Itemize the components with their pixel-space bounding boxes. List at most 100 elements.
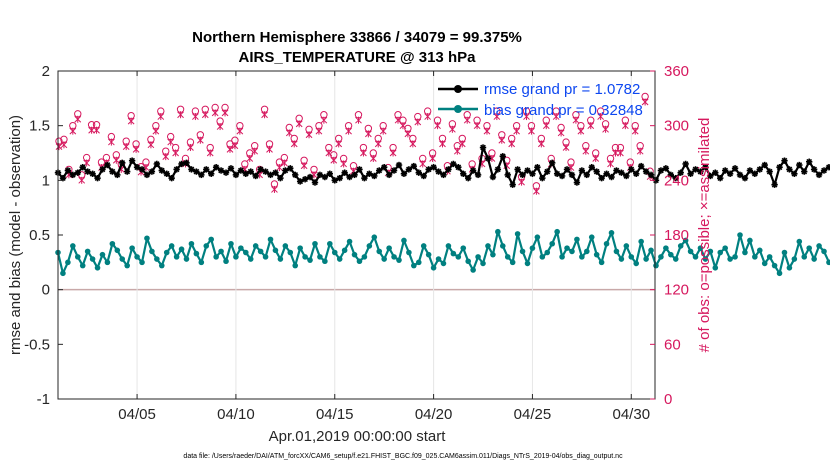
obs-assimilated-marker bbox=[127, 117, 135, 125]
rmse-point bbox=[336, 174, 343, 182]
rmse-point bbox=[613, 167, 620, 174]
rmse-point-stroke bbox=[776, 164, 783, 171]
rmse-point bbox=[133, 164, 141, 171]
obs-assimilated-marker bbox=[631, 127, 639, 135]
rmse-point-stroke bbox=[183, 159, 190, 166]
rmse-point bbox=[277, 174, 284, 182]
rmse-point-stroke bbox=[781, 157, 788, 164]
rmse-point-stroke bbox=[361, 175, 368, 182]
bias-point bbox=[638, 238, 644, 245]
rmse-point bbox=[499, 153, 506, 160]
rmse-point-stroke bbox=[460, 170, 467, 177]
obs-assimilated-marker bbox=[78, 176, 86, 184]
y-axis-label: rmse and bias (model - observation) bbox=[7, 115, 24, 355]
rmse-point-stroke bbox=[490, 174, 496, 180]
rmse-point bbox=[761, 161, 768, 169]
y-axis-label-right: # of obs: o=possible; ×=assimilated bbox=[696, 118, 713, 353]
rmse-point bbox=[247, 168, 254, 175]
rmse-point bbox=[623, 172, 630, 180]
rmse-point bbox=[301, 176, 309, 183]
obs-assimilated-marker bbox=[231, 142, 239, 150]
rmse-point-stroke bbox=[598, 175, 605, 182]
bias-point bbox=[366, 243, 373, 249]
rmse-point-stroke bbox=[356, 166, 363, 173]
obs-assimilated-marker bbox=[271, 185, 278, 193]
x-axis-label: Apr.01,2019 00:00:00 start bbox=[269, 428, 447, 445]
bias-point bbox=[247, 256, 254, 262]
bias-point bbox=[420, 243, 427, 249]
rmse-point-stroke bbox=[578, 167, 585, 174]
bias-point bbox=[519, 248, 526, 255]
rmse-point bbox=[598, 174, 605, 182]
obs-assimilated-marker bbox=[196, 136, 204, 144]
rmse-point-stroke bbox=[633, 170, 640, 177]
obs-assimilated-marker bbox=[602, 125, 609, 133]
bias-point bbox=[801, 254, 808, 260]
rmse-point bbox=[687, 170, 694, 177]
rmse-point bbox=[805, 158, 813, 165]
bias-point bbox=[593, 251, 600, 258]
rmse-point-stroke bbox=[292, 172, 299, 178]
bias-point bbox=[776, 270, 783, 277]
obs-assimilated-marker bbox=[177, 111, 184, 119]
bias-point bbox=[781, 249, 788, 256]
rmse-point bbox=[292, 171, 299, 179]
y-tick-label: -0.5 bbox=[24, 336, 50, 353]
bias-point bbox=[598, 259, 605, 266]
rmse-point-stroke bbox=[529, 170, 536, 177]
rmse-point bbox=[400, 170, 408, 177]
rmse-point bbox=[64, 167, 72, 174]
bias-point bbox=[668, 251, 674, 258]
obs-assimilated-marker bbox=[369, 154, 377, 162]
rmse-point-stroke bbox=[252, 173, 259, 179]
rmse-point bbox=[608, 173, 615, 181]
bias-point bbox=[70, 243, 76, 249]
bias-point bbox=[707, 248, 714, 255]
obs-assimilated-marker bbox=[55, 143, 63, 151]
rmse-point-stroke bbox=[435, 168, 442, 175]
obs-assimilated-marker bbox=[439, 140, 446, 148]
rmse-point-stroke bbox=[381, 164, 388, 171]
rmse-point-stroke bbox=[504, 172, 511, 178]
rmse-point bbox=[484, 155, 492, 162]
rmse-point bbox=[524, 167, 531, 174]
bias-point bbox=[816, 243, 822, 249]
bias-point bbox=[223, 258, 229, 265]
bias-point bbox=[252, 243, 259, 249]
rmse-point-stroke bbox=[766, 168, 773, 175]
obs-assimilated-marker bbox=[458, 140, 466, 148]
obs-assimilated-marker bbox=[320, 116, 328, 124]
rmse-point bbox=[232, 171, 240, 179]
rmse-point bbox=[751, 170, 759, 177]
obs-assimilated-marker bbox=[132, 145, 140, 153]
rmse-point-stroke bbox=[89, 170, 96, 177]
rmse-point-stroke bbox=[806, 158, 813, 165]
bias-point bbox=[534, 234, 541, 240]
rmse-point bbox=[74, 169, 81, 176]
rmse-point bbox=[79, 164, 86, 171]
rmse-point-stroke bbox=[237, 167, 244, 174]
rmse-point bbox=[114, 171, 121, 179]
rmse-point bbox=[59, 174, 67, 182]
rmse-point-stroke bbox=[396, 162, 402, 168]
rmse-point bbox=[415, 169, 422, 176]
bias-point bbox=[569, 248, 575, 255]
rmse-point-stroke bbox=[79, 164, 86, 171]
rmse-point bbox=[786, 166, 793, 173]
bias-point bbox=[628, 254, 635, 260]
bias-point bbox=[549, 240, 556, 247]
bias-point bbox=[114, 247, 121, 254]
obs-assimilated-marker bbox=[60, 141, 68, 149]
bias-point bbox=[460, 245, 467, 251]
rmse-point bbox=[810, 166, 818, 173]
rmse-point-stroke bbox=[771, 181, 778, 188]
bias-point bbox=[79, 262, 86, 269]
rmse-point bbox=[677, 169, 684, 176]
x-tick-label: 04/15 bbox=[316, 406, 354, 423]
obs-assimilated-marker bbox=[587, 122, 595, 130]
x-tick-label: 04/20 bbox=[415, 406, 453, 423]
obs-assimilated-marker bbox=[365, 130, 372, 138]
bias-point bbox=[356, 258, 363, 265]
bias-point bbox=[203, 243, 210, 249]
